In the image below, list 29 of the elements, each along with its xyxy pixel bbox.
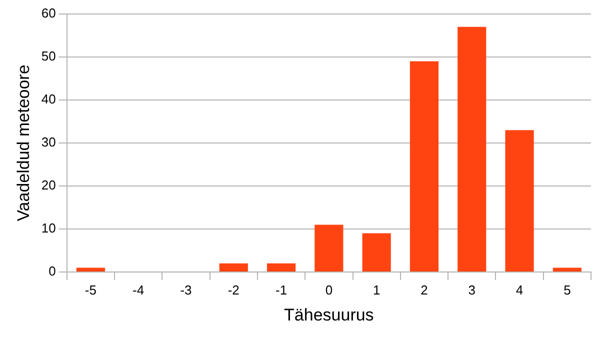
- y-tick-label: 50: [41, 48, 56, 64]
- x-tick-label: 2: [420, 282, 428, 298]
- x-tick-label: -4: [132, 282, 144, 298]
- x-tick-label: 3: [468, 282, 476, 298]
- y-tick-label: 0: [48, 264, 56, 279]
- y-tick-label: 30: [41, 134, 56, 150]
- y-axis-title: Vaadeldud meteoore: [14, 64, 33, 222]
- y-tick-label: 20: [41, 178, 56, 193]
- bar: [362, 233, 391, 272]
- bar: [314, 224, 344, 272]
- y-tick-label: 10: [41, 220, 56, 236]
- y-tick-label: 40: [41, 92, 56, 107]
- x-tick-label: -2: [228, 282, 240, 298]
- x-axis-title: Tähesuurus: [284, 305, 374, 324]
- x-tick-label: -3: [180, 282, 192, 298]
- bar: [219, 263, 248, 272]
- y-tick-label: 60: [41, 6, 56, 21]
- bar: [552, 268, 582, 272]
- x-tick-label: -5: [84, 282, 96, 298]
- x-tick-label: 0: [325, 282, 333, 298]
- x-tick-label: 4: [516, 282, 524, 298]
- x-tick-label: 1: [372, 282, 380, 298]
- bar: [505, 130, 534, 272]
- bar: [76, 268, 105, 272]
- bar: [410, 61, 439, 272]
- bar: [458, 26, 486, 272]
- bar: [266, 263, 296, 272]
- x-tick-label: -1: [276, 282, 288, 298]
- x-tick-label: 5: [564, 282, 571, 298]
